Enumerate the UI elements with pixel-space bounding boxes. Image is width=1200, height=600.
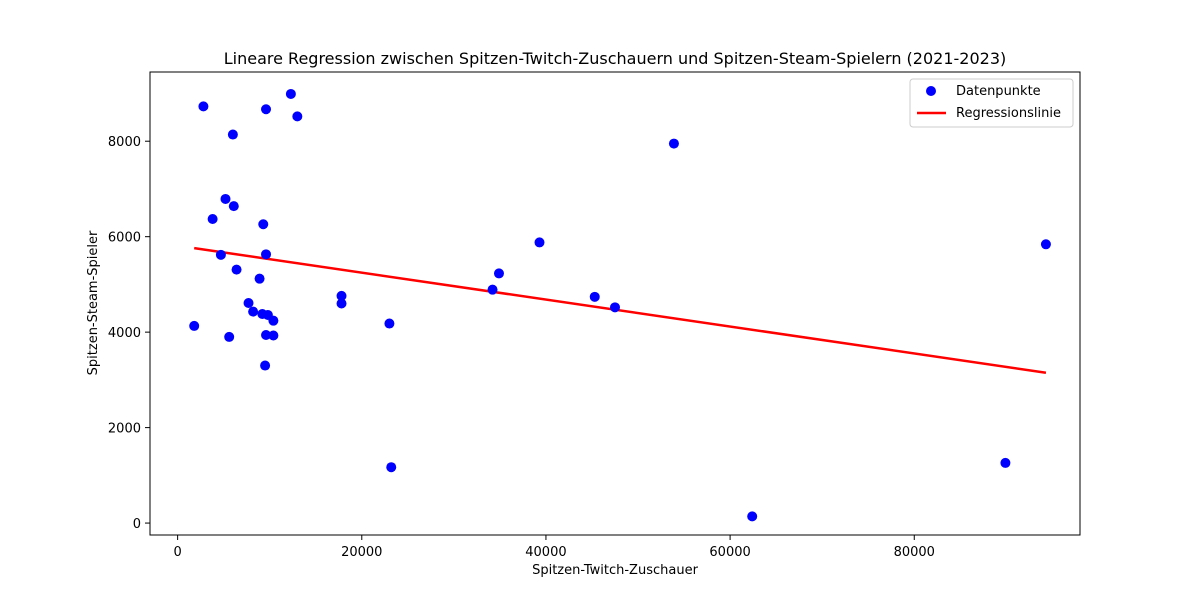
regression-line bbox=[194, 246, 1047, 374]
data-point bbox=[610, 302, 620, 313]
data-point bbox=[292, 111, 303, 122]
legend-box bbox=[909, 78, 1074, 128]
data-point bbox=[243, 298, 254, 309]
y-axis: 0 2000 4000 6000 8000 bbox=[108, 135, 150, 532]
x-axis-title: Spitzen-Twitch-Zuschauer bbox=[532, 563, 698, 578]
data-point bbox=[285, 88, 296, 99]
y-axis-title: Spitzen-Steam-Spieler bbox=[86, 230, 101, 375]
data-point bbox=[260, 360, 271, 371]
data-point bbox=[534, 237, 545, 248]
data-point bbox=[258, 219, 269, 230]
data-point bbox=[493, 268, 504, 279]
x-tick-label: 40000 bbox=[525, 545, 566, 560]
data-point bbox=[248, 306, 259, 317]
data-point bbox=[261, 249, 272, 260]
x-axis: 0 20000 40000 60000 80000 bbox=[173, 535, 935, 560]
data-point bbox=[386, 462, 397, 473]
data-point bbox=[198, 101, 209, 112]
data-point bbox=[589, 291, 600, 302]
chart-title: Lineare Regression zwischen Spitzen-Twit… bbox=[224, 49, 1006, 68]
data-point bbox=[336, 290, 347, 301]
legend-label-regressionslinie: Regressionslinie bbox=[956, 106, 1061, 121]
y-tick-label: 0 bbox=[133, 517, 141, 532]
data-point bbox=[487, 284, 498, 295]
legend-label-datenpunkte: Datenpunkte bbox=[956, 84, 1041, 99]
x-tick-label: 0 bbox=[173, 545, 181, 560]
legend-scatter-marker bbox=[926, 86, 936, 96]
data-point bbox=[1040, 239, 1051, 250]
data-point bbox=[268, 330, 279, 341]
data-point bbox=[254, 273, 265, 284]
data-point bbox=[231, 264, 242, 275]
y-tick-label: 2000 bbox=[108, 422, 141, 437]
data-point bbox=[668, 138, 679, 149]
data-point bbox=[1000, 457, 1011, 468]
data-point bbox=[384, 318, 395, 329]
data-point bbox=[336, 298, 347, 309]
data-point bbox=[224, 331, 235, 342]
data-point bbox=[227, 129, 238, 140]
data-point bbox=[220, 193, 231, 204]
legend: Datenpunkte Regressionslinie bbox=[909, 78, 1074, 128]
data-point bbox=[228, 201, 239, 212]
data-point bbox=[747, 511, 758, 522]
x-tick-label: 60000 bbox=[709, 545, 750, 560]
x-tick-label: 80000 bbox=[894, 545, 935, 560]
y-tick-label: 6000 bbox=[108, 231, 141, 246]
x-tick-label: 20000 bbox=[341, 545, 382, 560]
y-tick-label: 4000 bbox=[108, 326, 141, 341]
plot-area bbox=[189, 88, 1051, 522]
data-point bbox=[261, 104, 272, 115]
data-point bbox=[207, 214, 218, 225]
y-tick-label: 8000 bbox=[108, 135, 141, 150]
data-point bbox=[189, 320, 200, 331]
data-point bbox=[215, 249, 226, 260]
data-point bbox=[261, 330, 272, 341]
data-point bbox=[268, 315, 279, 326]
axes-frame bbox=[149, 71, 1081, 536]
